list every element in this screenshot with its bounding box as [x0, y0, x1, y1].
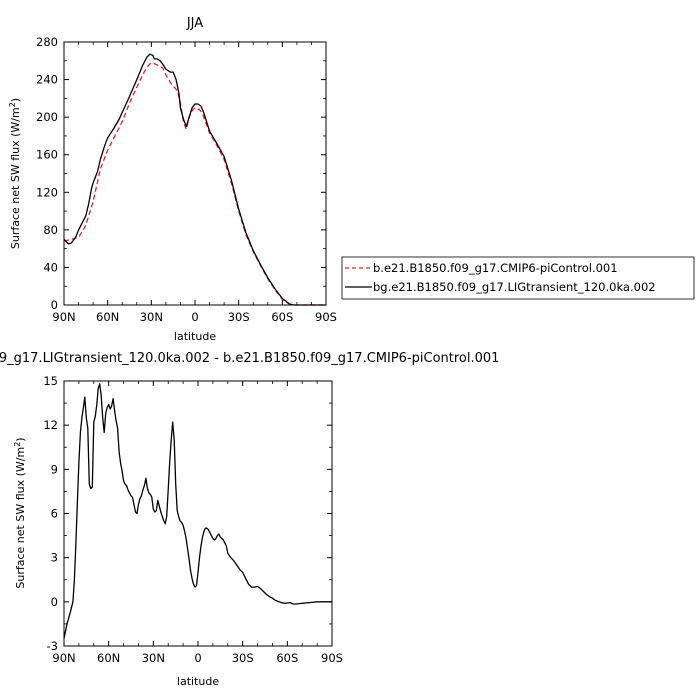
- bottom-chart-ticks: 90N 60N 30N 0 30S 60S 90S -3 0 3 6 9 12 15: [43, 374, 343, 665]
- top-xtick-label: 90N: [52, 310, 75, 324]
- bottom-xtick-label: 30N: [142, 651, 165, 665]
- top-ytick-label: 280: [36, 35, 58, 49]
- top-chart-lines: [63, 53, 326, 306]
- bottom-xtick-label: 60S: [276, 651, 298, 665]
- top-ytick-label: 40: [43, 260, 58, 274]
- top-ytick-label: 240: [36, 73, 58, 87]
- legend-box: [341, 256, 695, 300]
- top-chart-legend: b.e21.B1850.f09_g17.CMIP6-piControl.001 …: [341, 256, 695, 300]
- top-ytick-label: 0: [51, 298, 58, 312]
- bottom-chart-ylabel-text: Surface net SW flux (W/m: [14, 447, 27, 589]
- bottom-ytick-label: 15: [43, 374, 58, 388]
- top-xtick-label: 0: [191, 310, 198, 324]
- bottom-ytick-label: 0: [51, 595, 58, 609]
- top-ytick-label: 120: [36, 185, 58, 199]
- top-chart-ylabel-close: ): [9, 98, 22, 102]
- top-chart-ticks: 90N 60N 30N 0 30S 60S 90S 0 40 80 120 160 200 240 280: [36, 35, 337, 324]
- top-chart-ylabel: Surface net SW flux (W/m2): [8, 98, 22, 249]
- bottom-xtick-label: 90S: [321, 651, 343, 665]
- bottom-ytick-label: 6: [51, 507, 58, 521]
- bottom-xtick-label: 30S: [232, 651, 254, 665]
- bottom-chart-ylabel-sup: 2: [13, 442, 22, 447]
- bottom-chart-lines: [63, 383, 332, 639]
- top-ytick-label: 200: [36, 110, 58, 124]
- top-xtick-label: 30S: [228, 310, 250, 324]
- top-series-line-1: [63, 53, 326, 306]
- bottom-chart-title: bg.e21.B1850.f09_g17.LIGtransient_120.0k…: [0, 351, 499, 366]
- top-series-line-0: [63, 62, 326, 306]
- bottom-chart-ylabel-close: ): [14, 437, 27, 441]
- bottom-xtick-label: 90N: [52, 651, 75, 665]
- bottom-ytick-label: 12: [43, 418, 58, 432]
- bottom-xtick-label: 0: [194, 651, 201, 665]
- legend-label-ligtransient: bg.e21.B1850.f09_g17.LIGtransient_120.0k…: [373, 280, 656, 294]
- top-xtick-label: 90S: [315, 310, 337, 324]
- top-xtick-label: 60S: [271, 310, 293, 324]
- top-chart-ylabel-sup: 2: [8, 102, 17, 107]
- top-xtick-label: 30N: [140, 310, 163, 324]
- bottom-chart-plot-frame: [63, 380, 333, 647]
- top-ytick-label: 80: [43, 223, 58, 237]
- top-chart-plot-frame: [63, 41, 327, 306]
- top-chart-ylabel-text: Surface net SW flux (W/m: [9, 107, 22, 249]
- bottom-xtick-label: 60N: [97, 651, 120, 665]
- bottom-chart-ylabel: Surface net SW flux (W/m2): [13, 437, 27, 588]
- top-ytick-label: 160: [36, 148, 58, 162]
- top-xtick-label: 60N: [96, 310, 119, 324]
- bottom-ytick-label: 3: [51, 551, 58, 565]
- bottom-ytick-label: -3: [47, 639, 58, 653]
- top-chart-xlabel: latitude: [174, 330, 216, 343]
- bottom-chart-xlabel: latitude: [177, 675, 219, 688]
- top-chart: JJA 90N 60N 30N 0 30S 60S 90S 0 40 80 120 160 200 240…: [8, 16, 695, 343]
- top-chart-title: JJA: [186, 16, 203, 31]
- bottom-ytick-label: 9: [51, 462, 58, 476]
- legend-label-control: b.e21.B1850.f09_g17.CMIP6-piControl.001: [373, 261, 618, 275]
- bottom-series-line-0: [63, 383, 332, 639]
- bottom-chart: bg.e21.B1850.f09_g17.LIGtransient_120.0k…: [0, 351, 499, 688]
